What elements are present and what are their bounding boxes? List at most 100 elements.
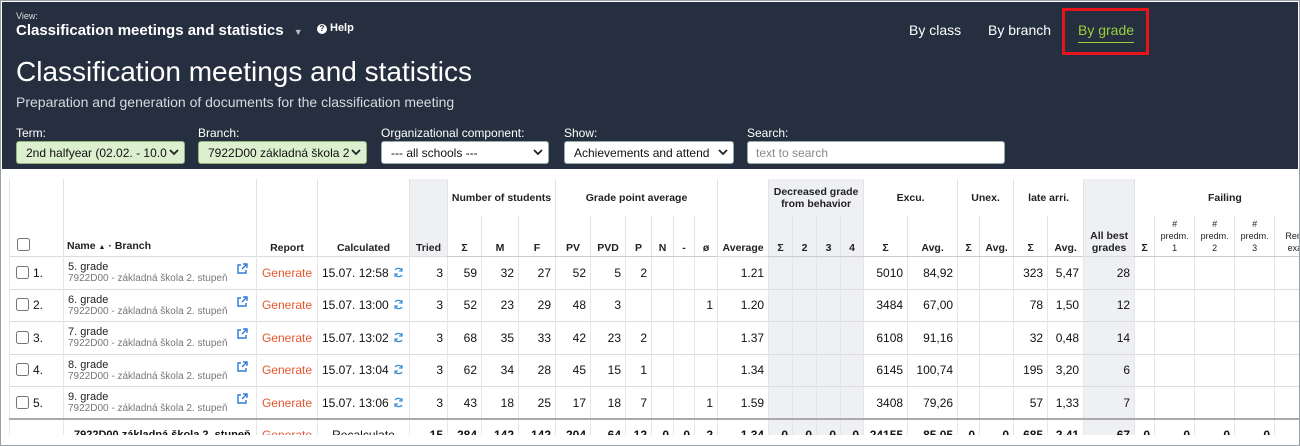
data-cell: 1,33 [1047, 386, 1084, 419]
data-cell [1274, 353, 1299, 387]
data-cell [1154, 256, 1195, 289]
column-header: N [651, 216, 674, 257]
data-cell: 15 [590, 353, 626, 387]
tab[interactable]: By grade [1078, 22, 1135, 43]
tab[interactable]: By branch [988, 22, 1052, 38]
data-cell [673, 321, 695, 354]
branch-header-text: Branch [114, 240, 151, 252]
data-cell [768, 353, 793, 387]
data-cell: 17 [555, 386, 591, 419]
filter-select[interactable]: --- all schools --- [381, 141, 549, 164]
grade-name: 9. grade [68, 391, 109, 403]
data-cell: 62 [447, 353, 482, 387]
filter-select[interactable]: 7922D00 základná škola 2 [198, 141, 367, 164]
data-cell [1134, 386, 1155, 419]
active-tab-highlight [1062, 8, 1149, 55]
row-checkbox[interactable] [16, 363, 29, 377]
total-row: 7922D00 základná škola 2. stupeň Generate… [9, 418, 1299, 435]
column-header: ø [693, 216, 718, 257]
filter-label: Term: [16, 126, 46, 140]
data-cell: 24155 [863, 418, 908, 435]
data-cell: 35 [481, 321, 519, 354]
data-cell [1154, 288, 1195, 322]
data-cell [1234, 288, 1275, 322]
data-cell: 5010 [863, 256, 908, 289]
search-input[interactable]: text to search [747, 141, 1005, 164]
generate-link[interactable]: Generate [256, 288, 318, 322]
data-cell: 84,92 [907, 256, 958, 289]
row-select-cell: 1. [9, 256, 64, 289]
data-cell: 1,50 [1047, 288, 1084, 322]
data-cell [1134, 288, 1155, 322]
data-cell: 42 [555, 321, 591, 354]
data-cell [957, 353, 980, 387]
name-header-text: Name [67, 240, 96, 252]
row-checkbox[interactable] [16, 298, 29, 312]
data-cell: 85.05 [907, 418, 958, 435]
data-cell: 91,16 [907, 321, 958, 354]
column-header: Avg. [907, 216, 958, 257]
help-link[interactable]: ? Help [317, 22, 354, 34]
data-cell: 0 [840, 418, 864, 435]
calculated-time: 15.07. 13:02 [322, 330, 389, 345]
select-all-checkbox[interactable] [17, 238, 30, 251]
data-cell [816, 386, 841, 419]
group-header: Decreased grade from behavior [768, 179, 864, 216]
generate-link[interactable]: Generate [256, 353, 318, 387]
data-cell: 0 [768, 418, 793, 435]
data-cell: 68 [447, 321, 482, 354]
row-checkbox[interactable] [16, 395, 29, 409]
data-cell [651, 386, 674, 419]
data-cell [1234, 386, 1275, 419]
filter-value: Achievements and attend [574, 146, 710, 160]
data-cell: 23 [481, 288, 519, 322]
grade-row: 1. 5. grade 7922D00 - základná škola 2. st… [9, 256, 1299, 289]
column-header: Rem exa [1274, 216, 1299, 257]
filter-select[interactable]: Achievements and attend [564, 141, 734, 164]
data-cell: 3 [590, 288, 626, 322]
grade-name: 7. grade [68, 326, 109, 339]
tab[interactable]: By class [909, 22, 962, 38]
data-cell [792, 256, 817, 289]
row-checkbox[interactable] [16, 265, 29, 279]
data-cell: 5 [590, 256, 626, 289]
data-cell [957, 288, 980, 322]
all-best-header: All best grades [1083, 179, 1135, 257]
data-cell: 0,48 [1047, 321, 1084, 354]
data-cell: 1 [625, 353, 652, 387]
data-cell: 27 [518, 256, 556, 289]
recalculate-link[interactable]: Recalculate [317, 418, 410, 435]
generate-link[interactable]: Generate [256, 418, 318, 435]
data-cell [673, 256, 695, 289]
branch-name: 7922D00 - základná škola 2. stupeň [68, 370, 228, 382]
data-cell: 64 [590, 418, 626, 435]
data-cell: 3408 [863, 386, 908, 419]
generate-link[interactable]: Generate [256, 386, 318, 419]
data-cell: 79,26 [907, 386, 958, 419]
group-header: Unex. [957, 179, 1014, 216]
generate-link[interactable]: Generate [256, 256, 318, 289]
branch-name: 7922D00 - základná škola 2. stupeň [68, 403, 228, 414]
column-header: P [625, 216, 652, 257]
data-cell [768, 386, 793, 419]
data-cell: 18 [590, 386, 626, 419]
row-index: 4. [33, 363, 44, 378]
data-cell [693, 321, 718, 354]
data-cell [768, 288, 793, 322]
data-cell: 1 [693, 288, 718, 322]
data-cell [792, 386, 817, 419]
data-cell [673, 353, 695, 387]
generate-link[interactable]: Generate [256, 321, 318, 354]
row-checkbox[interactable] [16, 330, 29, 344]
column-header: 2 [792, 216, 817, 257]
data-cell [1194, 288, 1235, 322]
data-cell: 52 [555, 256, 591, 289]
name-header[interactable]: Name ▲ · Branch [63, 179, 257, 257]
select-all-header [9, 179, 64, 257]
row-index: 1. [33, 265, 44, 280]
data-cell [840, 321, 864, 354]
filter-select[interactable]: 2nd halfyear (02.02. - 10.0 [16, 141, 185, 164]
view-dropdown[interactable]: Classification meetings and statistics ▼ [16, 22, 303, 39]
data-cell [768, 321, 793, 354]
